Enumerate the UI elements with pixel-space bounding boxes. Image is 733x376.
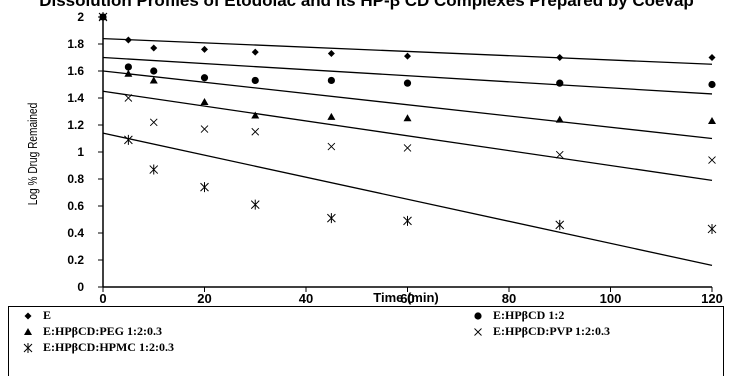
data-point (251, 111, 260, 119)
legend-marker (474, 327, 482, 336)
data-point (150, 44, 158, 52)
y-tick-label: 1 (77, 145, 84, 159)
data-point (149, 118, 158, 127)
data-point (404, 52, 411, 60)
y-tick-label: 0.6 (67, 199, 84, 213)
y-tick-label: 1.4 (67, 91, 84, 105)
legend-marker (24, 327, 32, 335)
data-point (555, 219, 565, 230)
data-point (200, 98, 209, 106)
data-point (98, 12, 108, 22)
legend-entry: E:HPβCD 1:2 (469, 308, 564, 323)
trend-line (102, 56, 713, 95)
data-point (327, 49, 335, 57)
data-point (149, 164, 159, 175)
trend-line (102, 37, 713, 65)
legend-entry: E:HPβCD:PVP 1:2:0.3 (469, 324, 610, 339)
y-tick-label: 0.4 (67, 226, 84, 240)
data-point (327, 112, 336, 120)
data-point (201, 45, 208, 53)
data-point (251, 76, 259, 85)
data-point (200, 182, 209, 193)
scatter-chart: 00.20.40.60.811.21.41.61.820 20 40 60 80 100 1… (26, 10, 723, 306)
trend-lines (102, 37, 713, 267)
data-point (124, 94, 133, 102)
legend-label: E:HPβCD:PEG 1:2:0.3 (43, 324, 162, 338)
data-point (200, 74, 209, 82)
data-point (556, 54, 564, 61)
legend-marker-icon (474, 311, 482, 320)
y-tick-label: 0.8 (67, 172, 84, 186)
y-tick-label: 1.6 (67, 64, 84, 78)
legend-marker-icon (474, 327, 482, 336)
y-tick-label: 1.2 (67, 118, 84, 132)
legend-entry: E:HPβCD:HPMC 1:2:0.3 (19, 340, 174, 355)
trend-line (102, 70, 713, 140)
y-tick-label: 0 (77, 280, 84, 294)
data-point (251, 127, 260, 136)
data-point (403, 144, 412, 152)
y-axis-label: Log % Drug Remained (26, 103, 40, 205)
legend-label: E:HPβCD:HPMC 1:2:0.3 (43, 340, 174, 354)
chart-title: Dissolution Profiles of Etodolac and its… (39, 0, 694, 10)
data-point (250, 199, 260, 210)
axes (98, 16, 713, 292)
legend-label: E:HPβCD:PVP 1:2:0.3 (493, 324, 610, 338)
trend-line (102, 90, 713, 181)
tick-labels: 00.20.40.60.811.21.41.61.820 20 40 60 80 100 1… (67, 10, 723, 306)
legend-label: E:HPβCD 1:2 (493, 308, 565, 322)
y-tick-label: 1.8 (67, 37, 84, 51)
data-points (98, 12, 717, 234)
x-axis-label: Time (min) (373, 290, 439, 305)
data-point (556, 79, 564, 87)
y-tick-label: 2 (77, 10, 84, 24)
x-tick-label: 120 (701, 291, 723, 306)
data-point (708, 54, 716, 61)
data-point (708, 116, 716, 124)
legend-marker-icon (23, 342, 33, 353)
data-point (124, 69, 133, 77)
data-point (124, 63, 132, 71)
legend-entry: E (19, 308, 51, 323)
legend-label: E (43, 308, 52, 322)
legend-entry: E:HPβCD:PEG 1:2:0.3 (19, 324, 162, 339)
data-point (149, 76, 158, 84)
legend: E E:HPβCD 1:2 E:HPβCD:PEG 1:2:0.3 E:HPβCD:P… (8, 306, 724, 376)
data-point (124, 134, 133, 145)
legend-marker-icon (24, 312, 32, 319)
data-point (327, 76, 335, 85)
data-point (251, 48, 259, 56)
data-point (708, 80, 716, 89)
legend-marker (24, 312, 32, 319)
data-point (555, 115, 564, 123)
x-tick-label: 20 (197, 291, 211, 306)
data-point (708, 156, 716, 164)
data-point (327, 142, 336, 151)
legend-marker (474, 311, 482, 320)
data-point (150, 67, 158, 75)
legend-marker-icon (24, 327, 32, 335)
data-point (403, 114, 412, 122)
data-point (707, 223, 717, 234)
data-point (200, 125, 209, 133)
data-point (124, 36, 132, 44)
x-tick-label: 100 (600, 291, 622, 306)
data-point (327, 213, 336, 224)
x-tick-label: 60 (400, 291, 414, 306)
y-tick-label: 0.2 (67, 253, 84, 267)
x-tick-label: 0 (99, 291, 106, 306)
legend-marker (23, 342, 33, 353)
data-point (403, 79, 412, 87)
x-tick-label: 40 (299, 291, 313, 306)
data-point (403, 215, 412, 226)
x-tick-label: 80 (502, 291, 516, 306)
trend-line (102, 132, 713, 267)
data-point (555, 150, 564, 159)
